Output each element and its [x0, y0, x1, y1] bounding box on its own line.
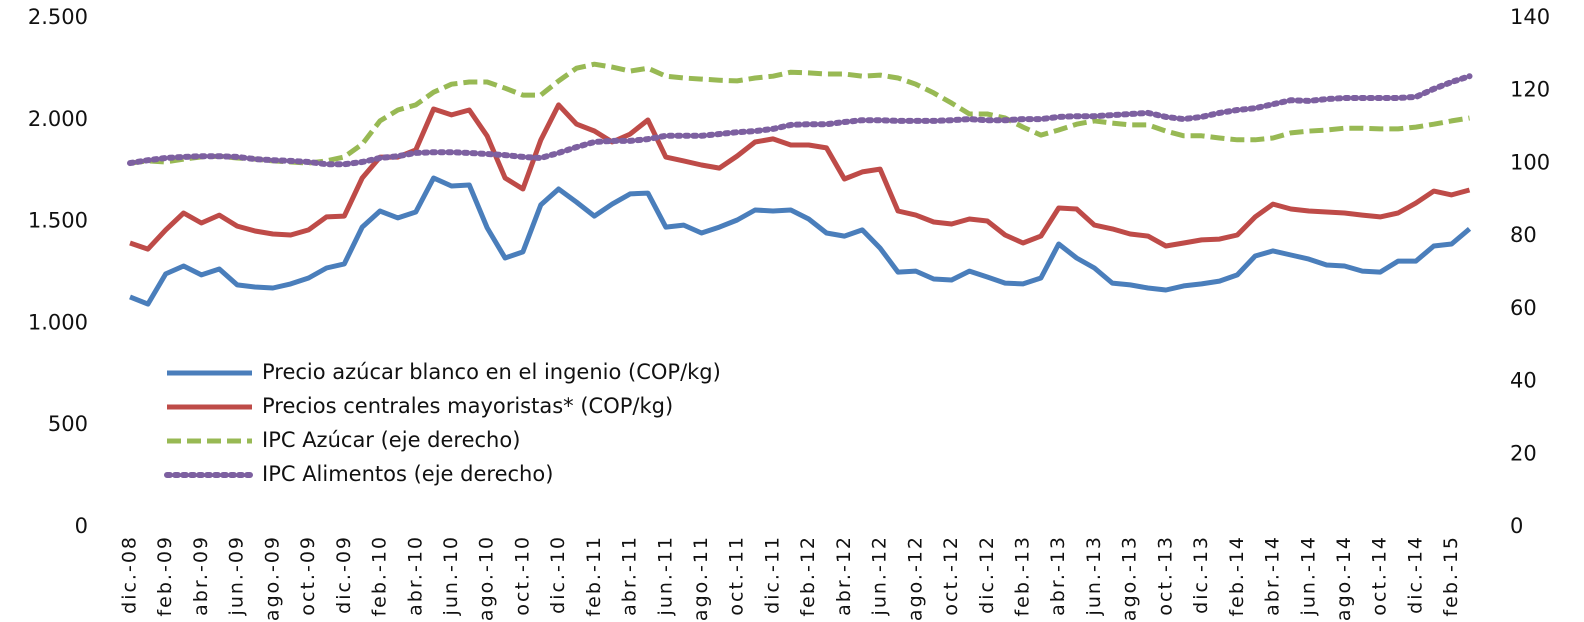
x-tick-label: dic.-09 [333, 535, 355, 614]
x-tick-label: ago.-09 [261, 535, 283, 621]
x-tick-label: feb.-11 [583, 535, 605, 617]
series-line [127, 73, 1473, 168]
x-tick-label: feb.-14 [1226, 535, 1248, 617]
y2-tick-label: 20 [1510, 441, 1537, 465]
x-tick-label: jun.-14 [1297, 535, 1319, 616]
series-line [129, 61, 1470, 166]
y2-tick-label: 40 [1510, 369, 1537, 393]
legend-label: Precios centrales mayoristas* (COP/kg) [262, 394, 673, 418]
x-tick-label: abr.-11 [619, 535, 641, 616]
legend-label: IPC Azúcar (eje derecho) [262, 428, 520, 452]
y2-tick-label: 100 [1510, 150, 1550, 174]
x-tick-label: ago.-13 [1119, 535, 1141, 621]
x-tick-label: feb.-09 [154, 535, 176, 617]
x-tick-label: jun.-12 [869, 535, 891, 616]
y-tick-label: 1.000 [28, 310, 88, 334]
y2-tick-label: 60 [1510, 296, 1537, 320]
x-tick-label: dic.-08 [119, 535, 141, 614]
y-tick-label: 2.500 [28, 5, 88, 29]
x-tick-label: oct.-10 [511, 535, 533, 616]
x-tick-label: abr.-12 [833, 535, 855, 616]
x-tick-label: dic.-10 [547, 535, 569, 614]
y-tick-label: 1.500 [28, 209, 88, 233]
x-tick-label: jun.-11 [654, 535, 676, 616]
x-tick-label: dic.-12 [976, 535, 998, 614]
x-tick-label: dic.-11 [761, 535, 783, 614]
x-tick-label: feb.-10 [369, 535, 391, 617]
x-tick-label: oct.-11 [726, 535, 748, 616]
x-tick-label: feb.-12 [797, 535, 819, 617]
x-tick-label: oct.-12 [940, 535, 962, 616]
x-tick-label: oct.-14 [1369, 535, 1391, 616]
legend-label: Precio azúcar blanco en el ingenio (COP/… [262, 360, 721, 384]
y2-tick-label: 140 [1510, 5, 1550, 29]
x-tick-label: abr.-13 [1047, 535, 1069, 616]
x-tick-label: oct.-09 [297, 535, 319, 616]
x-tick-label: jun.-10 [440, 535, 462, 616]
y2-tick-label: 80 [1510, 223, 1537, 247]
y-tick-label: 0 [75, 514, 88, 538]
x-tick-label: feb.-15 [1440, 535, 1462, 617]
y-tick-label: 2.000 [28, 107, 88, 131]
y-tick-label: 500 [48, 412, 88, 436]
x-tick-label: feb.-13 [1012, 535, 1034, 617]
x-tick-label: ago.-11 [690, 535, 712, 621]
x-tick-label: jun.-09 [226, 535, 248, 616]
series-line [129, 102, 1471, 252]
legend-label: IPC Alimentos (eje derecho) [262, 462, 553, 486]
x-tick-label: ago.-14 [1333, 535, 1355, 621]
x-tick-label: oct.-13 [1154, 535, 1176, 616]
x-tick-label: ago.-12 [904, 535, 926, 621]
series-line [129, 175, 1472, 307]
x-tick-label: ago.-10 [476, 535, 498, 621]
y2-tick-label: 0 [1510, 514, 1523, 538]
x-tick-label: dic.-14 [1404, 535, 1426, 614]
x-tick-label: abr.-09 [190, 535, 212, 616]
y2-tick-label: 120 [1510, 78, 1550, 102]
x-tick-label: abr.-14 [1262, 535, 1284, 616]
x-tick-label: abr.-10 [404, 535, 426, 616]
x-tick-label: jun.-13 [1083, 535, 1105, 616]
x-tick-label: dic.-13 [1190, 535, 1212, 614]
